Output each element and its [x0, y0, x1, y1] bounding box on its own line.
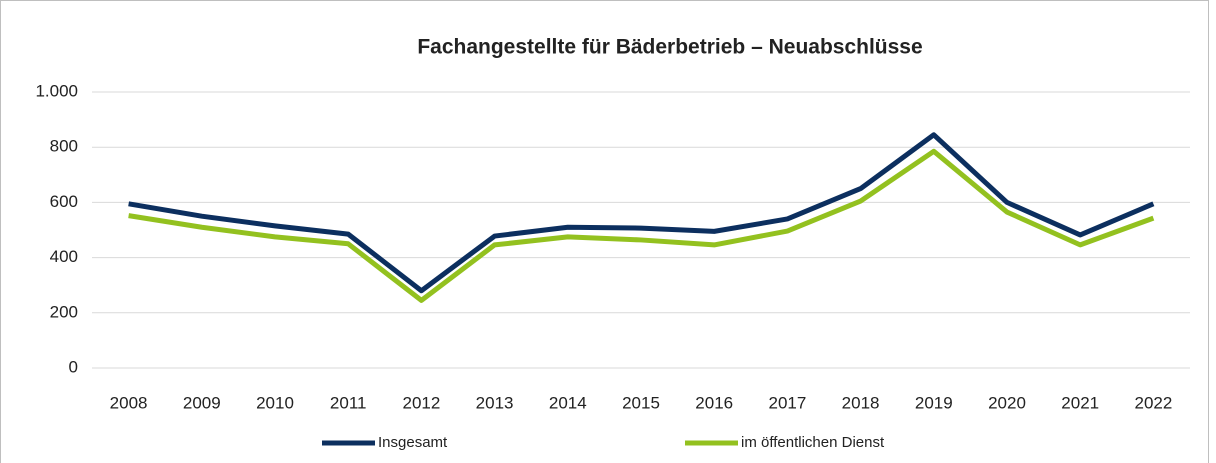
- y-tick-label: 800: [50, 137, 78, 156]
- x-tick-label: 2021: [1061, 393, 1099, 412]
- x-tick-label: 2020: [988, 393, 1026, 412]
- y-tick-label: 1.000: [35, 81, 78, 100]
- x-tick-label: 2015: [622, 393, 660, 412]
- series-line: [128, 132, 1155, 294]
- x-tick-label: 2012: [402, 393, 440, 412]
- y-tick-label: 600: [50, 192, 78, 211]
- series-line: [128, 148, 1155, 303]
- y-tick-label: 0: [69, 357, 78, 376]
- x-tick-label: 2011: [330, 393, 367, 412]
- x-tick-label: 2010: [256, 393, 294, 412]
- x-tick-label: 2009: [183, 393, 221, 412]
- x-tick-label: 2022: [1134, 393, 1172, 412]
- x-tick-label: 2017: [768, 393, 806, 412]
- x-tick-label: 2014: [549, 393, 587, 412]
- chart-title: Fachangestellte für Bäderbetrieb – Neuab…: [417, 36, 922, 59]
- x-tick-label: 2019: [915, 393, 953, 412]
- legend-label: Insgesamt: [378, 434, 448, 451]
- x-tick-label: 2018: [842, 393, 880, 412]
- x-tick-label: 2013: [476, 393, 514, 412]
- x-tick-label: 2008: [110, 393, 148, 412]
- x-tick-label: 2016: [695, 393, 733, 412]
- legend-label: im öffentlichen Dienst: [741, 434, 885, 451]
- y-tick-label: 200: [50, 302, 78, 321]
- y-tick-label: 400: [50, 247, 78, 266]
